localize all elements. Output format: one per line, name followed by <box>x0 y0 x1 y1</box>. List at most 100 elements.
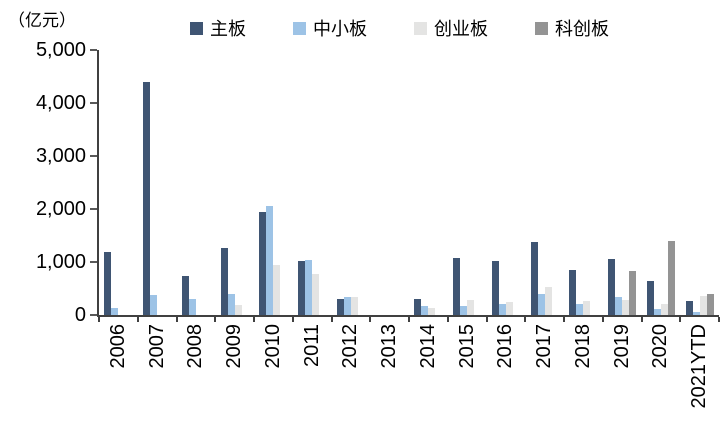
legend-item-创业板: 创业板 <box>414 15 488 41</box>
y-tick-mark <box>90 155 97 157</box>
x-tick-mark <box>214 317 216 322</box>
x-label-text: 2017 <box>533 324 556 369</box>
x-tick-mark <box>718 317 720 322</box>
bar-创业板-2014 <box>428 308 436 315</box>
x-tick-mark <box>253 317 255 322</box>
bar-中小板-2010 <box>266 206 274 315</box>
bar-group-2016 <box>487 50 526 315</box>
legend-label: 科创板 <box>555 19 609 39</box>
x-tick-mark <box>641 317 643 322</box>
bar-主板-2008 <box>181 276 189 315</box>
y-tick-mark <box>90 261 97 263</box>
bar-group-2007 <box>138 50 177 315</box>
x-label-2012: 2012 <box>332 324 371 439</box>
legend-item-中小板: 中小板 <box>293 15 367 41</box>
x-label-2016: 2016 <box>487 324 526 439</box>
x-tick-mark <box>602 317 604 322</box>
bar-主板-2019 <box>608 259 616 315</box>
bar-中小板-2018 <box>576 304 584 315</box>
bar-创业板-2016 <box>505 302 513 315</box>
legend-swatch-icon <box>293 21 306 35</box>
bar-group-2019 <box>603 50 642 315</box>
y-tick-label: 2,000 <box>35 198 86 220</box>
y-tick-mark <box>90 208 97 210</box>
x-label-text: 2012 <box>339 324 362 369</box>
x-label-text: 2013 <box>378 324 401 369</box>
x-label-2013: 2013 <box>370 324 409 439</box>
x-tick-mark <box>292 317 294 322</box>
legend-swatch-icon <box>535 21 548 35</box>
bar-创业板-2015 <box>467 300 475 315</box>
x-label-text: 2006 <box>106 324 129 369</box>
bar-中小板-2006 <box>111 308 119 315</box>
x-label-text: 2020 <box>649 324 672 369</box>
bar-主板-2020 <box>646 281 654 315</box>
x-tick-mark <box>98 317 100 322</box>
bar-中小板-2021YTD <box>692 312 700 315</box>
y-tick-label: 1,000 <box>35 251 86 273</box>
bar-中小板-2016 <box>498 304 506 315</box>
bar-group-2009 <box>215 50 254 315</box>
x-tick-mark <box>137 317 139 322</box>
bar-主板-2018 <box>569 270 577 315</box>
bar-创业板-2012 <box>350 297 358 315</box>
x-label-2019: 2019 <box>603 324 642 439</box>
bar-主板-2014 <box>414 299 422 315</box>
bar-group-2012 <box>332 50 371 315</box>
x-label-text: 2015 <box>455 324 478 369</box>
x-label-text: 2009 <box>223 324 246 369</box>
y-tick-label: 0 <box>74 304 86 326</box>
bar-主板-2017 <box>530 242 538 315</box>
x-label-2007: 2007 <box>138 324 177 439</box>
bar-创业板-2011 <box>312 274 320 315</box>
bar-创业板-2010 <box>273 265 281 315</box>
x-tick-mark <box>176 317 178 322</box>
x-tick-mark <box>331 317 333 322</box>
bar-group-2010 <box>254 50 293 315</box>
bar-主板-2010 <box>259 212 267 315</box>
bar-主板-2007 <box>143 82 151 315</box>
bar-主板-2012 <box>336 299 344 315</box>
x-label-2020: 2020 <box>642 324 681 439</box>
bar-中小板-2011 <box>305 260 313 315</box>
bar-创业板-2017 <box>544 287 552 315</box>
bar-主板-2016 <box>491 261 499 315</box>
bar-创业板-2020 <box>660 304 668 315</box>
x-label-text: 2011 <box>300 324 323 368</box>
x-tick-mark <box>486 317 488 322</box>
legend-label: 创业板 <box>434 19 488 39</box>
bar-中小板-2014 <box>421 306 429 315</box>
bar-主板-2009 <box>220 248 228 315</box>
y-axis-unit-label: （亿元） <box>8 11 76 30</box>
bar-中小板-2020 <box>653 309 661 315</box>
bar-group-2006 <box>99 50 138 315</box>
x-label-2021YTD: 2021YTD <box>680 324 719 439</box>
x-tick-mark <box>408 317 410 322</box>
x-label-2006: 2006 <box>99 324 138 439</box>
y-tick-mark <box>90 49 97 51</box>
bar-科创板-2021YTD <box>706 294 714 315</box>
x-label-text: 2016 <box>494 324 517 369</box>
x-label-text: 2021YTD <box>688 324 711 409</box>
bar-group-2011 <box>293 50 332 315</box>
legend-item-科创板: 科创板 <box>535 15 609 41</box>
bar-科创板-2019 <box>629 271 637 315</box>
x-tick-mark <box>563 317 565 322</box>
x-label-2014: 2014 <box>409 324 448 439</box>
x-label-2018: 2018 <box>564 324 603 439</box>
legend-swatch-icon <box>414 21 427 35</box>
x-label-text: 2019 <box>610 324 633 369</box>
bar-主板-2011 <box>298 261 306 315</box>
bar-中小板-2017 <box>537 294 545 315</box>
bar-创业板-2021YTD <box>699 296 707 315</box>
y-tick-label: 4,000 <box>35 92 86 114</box>
x-label-2009: 2009 <box>215 324 254 439</box>
x-tick-mark <box>679 317 681 322</box>
y-tick-label: 5,000 <box>35 39 86 61</box>
legend-item-主板: 主板 <box>190 15 246 41</box>
bar-科创板-2020 <box>667 241 675 315</box>
legend-label: 中小板 <box>313 19 367 39</box>
bar-group-2021YTD <box>680 50 719 315</box>
bar-主板-2021YTD <box>685 301 693 315</box>
